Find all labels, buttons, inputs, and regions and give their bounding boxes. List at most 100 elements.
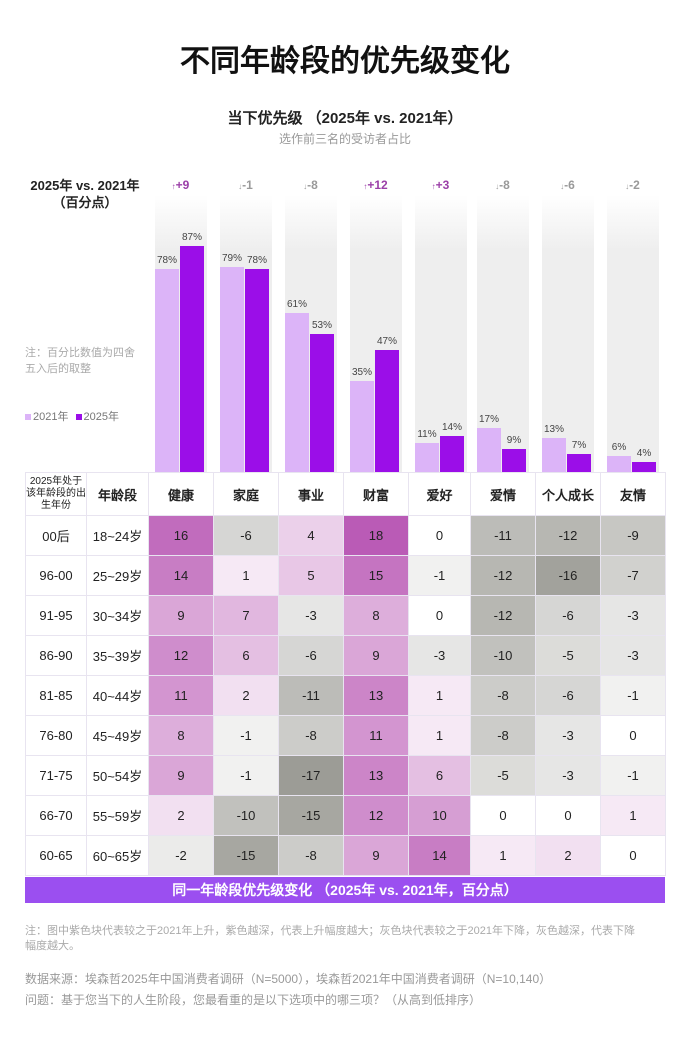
delta-text: +9 — [175, 178, 190, 192]
age-cell: 45~49岁 — [86, 715, 149, 756]
age-cell: 30~34岁 — [86, 595, 149, 636]
heat-cell: -3 — [535, 715, 601, 756]
table-row: 91-95 30~34岁 9 7 -3 8 0 -12 -6 -3 — [25, 595, 666, 636]
bar-value-label: 78% — [156, 255, 177, 267]
arrow-down-icon: ↓ — [625, 182, 630, 191]
delta-value: ↑+12 — [343, 178, 408, 192]
bar-value-label: 79% — [221, 252, 242, 264]
heat-cell: 1 — [470, 835, 536, 876]
bar-value-label: 35% — [351, 367, 372, 378]
heat-cell: 12 — [343, 795, 409, 836]
heat-cell: 2 — [213, 675, 279, 716]
bar-value-label: 87% — [181, 231, 202, 243]
rounding-note: 注：百分比数值为四舍五入后的取整 — [25, 347, 135, 375]
birth-cell: 81-85 — [25, 675, 87, 716]
heat-cell: -15 — [278, 795, 344, 836]
bar-value-label: 47% — [376, 335, 397, 347]
bar-2021年 — [477, 427, 501, 472]
delta-value: ↑+9 — [148, 178, 213, 192]
heat-cell: 6 — [213, 635, 279, 676]
heat-cell: -15 — [213, 835, 279, 876]
birth-cell: 71-75 — [25, 755, 87, 796]
age-cell: 18~24岁 — [86, 515, 149, 556]
table-row: 66-70 55~59岁 2 -10 -15 12 10 0 0 1 — [25, 795, 666, 836]
color-note: 注：图中紫色块代表较之于2021年上升，紫色越深，代表上升幅度越大；灰色块代表较… — [25, 925, 635, 952]
bar-2021年 — [350, 381, 374, 472]
column-background — [607, 195, 659, 472]
heat-cell: 12 — [148, 635, 214, 676]
chart-subtitle: 选作前三名的受访者占比 — [278, 132, 411, 146]
data-source: 数据来源：埃森哲2025年中国消费者调研（N=5000），埃森哲2021年中国消… — [25, 972, 552, 986]
birth-cell: 00后 — [25, 515, 87, 556]
bar-2021年 — [220, 266, 244, 472]
bar-value-label: 11% — [417, 429, 437, 441]
table-row: 71-75 50~54岁 9 -1 -17 13 6 -5 -3 -1 — [25, 755, 666, 796]
column-background — [415, 195, 467, 472]
heat-cell: -6 — [535, 675, 601, 716]
table-row: 86-90 35~39岁 12 6 -6 9 -3 -10 -5 -3 — [25, 635, 666, 676]
bar-2021年 — [155, 269, 179, 472]
heat-cell: 0 — [470, 795, 536, 836]
delta-label-text: 2025年 vs. 2021年 （百分点） — [30, 178, 140, 210]
heat-cell: 8 — [343, 595, 409, 636]
delta-value: ↓-8 — [470, 178, 535, 192]
heat-cell: 11 — [343, 715, 409, 756]
delta-text: -1 — [242, 178, 253, 192]
table-row: 00后 18~24岁 16 -6 4 18 0 -11 -12 -9 — [25, 515, 666, 556]
legend-swatch-2021 — [25, 414, 31, 420]
birth-cell: 60-65 — [25, 835, 87, 876]
heat-cell: -1 — [600, 755, 666, 796]
heat-cell: 9 — [343, 835, 409, 876]
heat-cell: 8 — [148, 715, 214, 756]
chart-title: 当下优先级 （2025年 vs. 2021年） — [227, 110, 463, 127]
birth-cell: 86-90 — [25, 635, 87, 676]
delta-value: ↓-1 — [213, 178, 278, 192]
delta-value: ↓-8 — [278, 178, 343, 192]
birth-cell: 96-00 — [25, 555, 87, 596]
bar-value-label: 6% — [611, 442, 627, 454]
column-header: 爱情 — [470, 472, 536, 516]
heat-cell: 2 — [148, 795, 214, 836]
bar-value-label: 17% — [478, 413, 499, 425]
age-cell: 55~59岁 — [86, 795, 149, 836]
age-cell: 60~65岁 — [86, 835, 149, 876]
bar-2025年 — [180, 245, 204, 472]
legend: 2021年 2025年 — [25, 408, 119, 424]
delta-value: ↓-6 — [535, 178, 600, 192]
column-header: 家庭 — [213, 472, 279, 516]
heat-cell: 0 — [600, 835, 666, 876]
arrow-up-icon: ↑ — [431, 182, 436, 191]
heat-cell: -1 — [600, 675, 666, 716]
table-row: 81-85 40~44岁 11 2 -11 13 1 -8 -6 -1 — [25, 675, 666, 716]
heat-cell: 14 — [408, 835, 471, 876]
heat-cell: -2 — [148, 835, 214, 876]
page-title: 不同年龄段的优先级变化 — [180, 45, 510, 78]
bar-2025年 — [502, 448, 526, 472]
table-row: 76-80 45~49岁 8 -1 -8 11 1 -8 -3 0 — [25, 715, 666, 756]
birth-cell: 91-95 — [25, 595, 87, 636]
heat-cell: -5 — [470, 755, 536, 796]
heat-cell: 13 — [343, 755, 409, 796]
heat-cell: -3 — [408, 635, 471, 676]
heat-cell: 13 — [343, 675, 409, 716]
bar-value-label: 61% — [286, 299, 307, 311]
heat-cell: -10 — [470, 635, 536, 676]
age-cell: 35~39岁 — [86, 635, 149, 676]
bar-value-label: 7% — [571, 439, 587, 451]
bar-value-label: 9% — [506, 434, 522, 446]
delta-text: -8 — [307, 178, 318, 192]
heat-cell: -17 — [278, 755, 344, 796]
bar-value-label: 78% — [246, 255, 267, 267]
delta-text: +3 — [435, 178, 450, 192]
heat-cell: 0 — [408, 515, 471, 556]
heat-cell: -9 — [600, 515, 666, 556]
age-cell: 50~54岁 — [86, 755, 149, 796]
heat-cell: -11 — [470, 515, 536, 556]
arrow-up-icon: ↑ — [363, 182, 368, 191]
arrow-down-icon: ↓ — [560, 182, 565, 191]
heat-cell: 6 — [408, 755, 471, 796]
heat-cell: 10 — [408, 795, 471, 836]
heat-cell: 9 — [343, 635, 409, 676]
heat-cell: -16 — [535, 555, 601, 596]
column-header: 爱好 — [408, 472, 471, 516]
